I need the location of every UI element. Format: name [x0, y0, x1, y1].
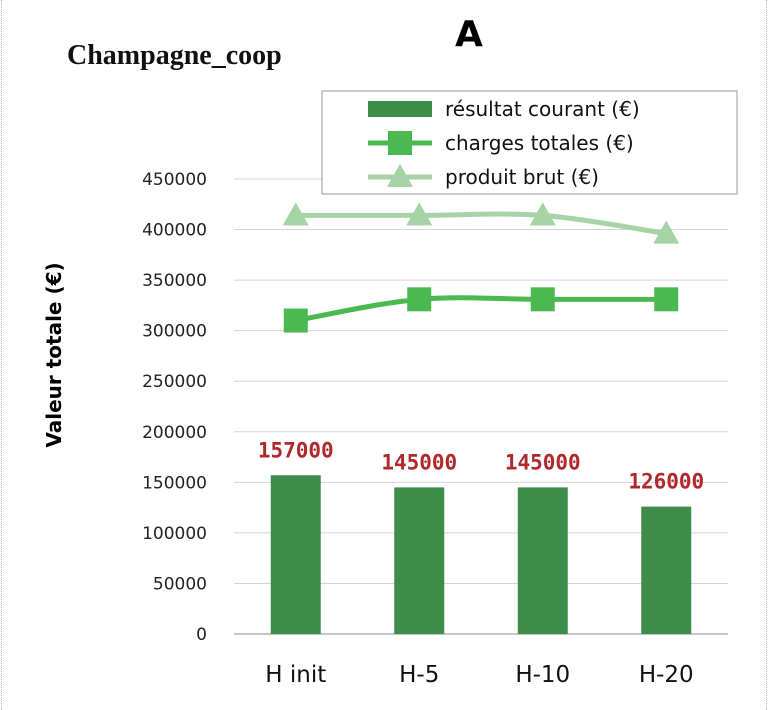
- bar: [394, 487, 445, 634]
- x-tick-label: H-10: [515, 662, 570, 688]
- charges-marker: [283, 308, 308, 333]
- produit-marker: [406, 202, 433, 226]
- legend-entry-label: produit brut (€): [445, 165, 599, 189]
- bar: [270, 475, 321, 634]
- y-tick-label: 350000: [142, 271, 207, 291]
- y-tick-label: 150000: [142, 473, 207, 493]
- chart-title: Champagne_coop: [67, 40, 282, 71]
- produit-marker: [653, 220, 680, 244]
- bar-data-label: 145000: [505, 450, 581, 474]
- x-tick-labels: H init H-5 H-10 H-20: [265, 662, 693, 688]
- y-tick-label: 0: [196, 625, 207, 645]
- bar: [641, 506, 692, 634]
- produit-marker: [529, 202, 556, 226]
- bar-data-label: 157000: [258, 438, 334, 462]
- bar-series: [270, 475, 692, 634]
- produit-line: [293, 211, 669, 237]
- line-series: [282, 202, 680, 333]
- legend-swatch-bar: [368, 101, 432, 117]
- charges-marker: [530, 287, 555, 312]
- x-tick-label: H-5: [399, 662, 439, 688]
- legend-triangle-marker: [387, 164, 413, 187]
- y-tick-label: 250000: [142, 372, 207, 392]
- right-dotted-border: [766, 0, 767, 710]
- y-tick-label: 100000: [142, 524, 207, 544]
- y-tick-labels: 0 50000 100000 150000 200000 250000 300000 3500…: [142, 170, 207, 645]
- charges-marker: [654, 287, 679, 312]
- bar-data-labels: 157000 145000 145000 126000: [258, 438, 704, 493]
- bar: [517, 487, 568, 634]
- bar-data-label: 145000: [381, 450, 457, 474]
- bar-data-label: 126000: [628, 470, 704, 494]
- legend-entry-label: résultat courant (€): [445, 97, 640, 121]
- y-tick-label: 200000: [142, 423, 207, 443]
- legend-square-marker: [388, 131, 412, 155]
- y-tick-label: 300000: [142, 322, 207, 342]
- charges-marker: [407, 287, 432, 312]
- charges-line: [293, 295, 669, 324]
- y-tick-label: 50000: [153, 574, 207, 594]
- panel-label: A: [455, 14, 483, 55]
- y-tick-label: 400000: [142, 221, 207, 241]
- y-tick-label: 450000: [142, 170, 207, 190]
- legend: résultat courant (€) charges totales (€) p…: [321, 90, 738, 195]
- left-dotted-border: [1, 0, 2, 710]
- x-tick-label: H init: [265, 662, 326, 688]
- legend-entry-label: charges totales (€): [445, 131, 634, 155]
- x-tick-label: H-20: [639, 662, 694, 688]
- produit-marker: [282, 202, 309, 226]
